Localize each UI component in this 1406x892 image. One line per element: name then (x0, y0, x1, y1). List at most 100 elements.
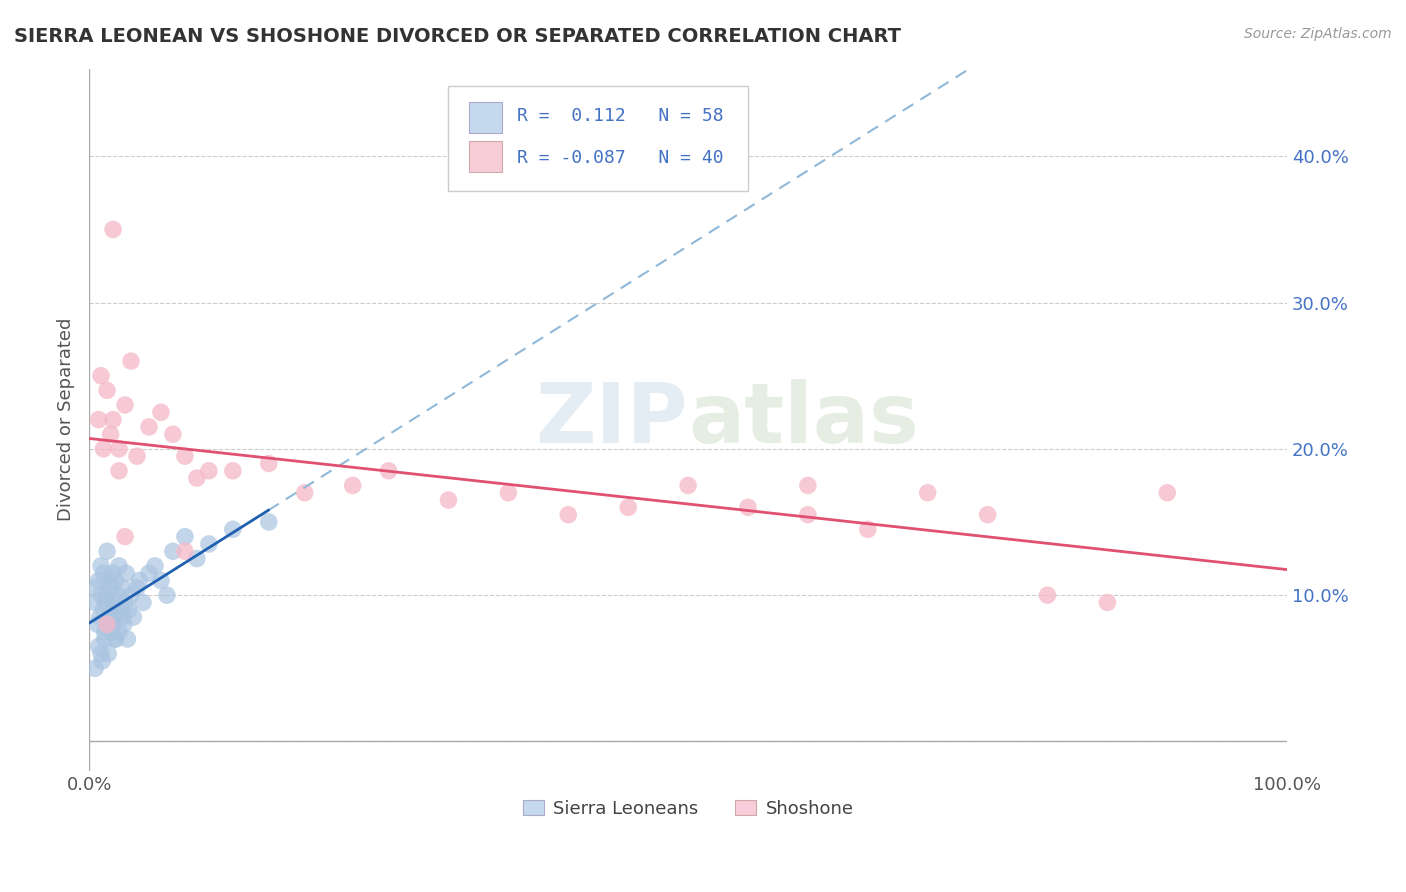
Point (737, 500, 759, 515)
Point (108, 464, 131, 478)
Point (198, 464, 221, 478)
Point (111, 610, 134, 624)
Point (90, 368, 112, 383)
Bar (468, 141, 502, 172)
Point (186, 551, 208, 566)
Point (125, 581, 148, 595)
Point (132, 595, 155, 609)
Point (97, 610, 120, 624)
Point (143, 558, 166, 573)
Point (105, 610, 128, 624)
Point (104, 574, 127, 588)
Point (101, 617, 124, 632)
Point (100, 427, 122, 442)
Point (100, 581, 122, 595)
Point (797, 478, 820, 492)
Point (96, 588, 118, 602)
Bar (468, 102, 502, 133)
Point (257, 457, 280, 471)
Point (93, 442, 115, 456)
Text: Source: ZipAtlas.com: Source: ZipAtlas.com (1244, 27, 1392, 41)
Point (149, 574, 172, 588)
Point (96, 617, 118, 632)
Point (1036, 588, 1059, 602)
Point (91, 654, 114, 668)
Point (93, 632, 115, 646)
Text: SIERRA LEONEAN VS SHOSHONE DIVORCED OR SEPARATED CORRELATION CHART: SIERRA LEONEAN VS SHOSHONE DIVORCED OR S… (14, 27, 901, 45)
Text: ZIP: ZIP (536, 379, 688, 460)
Point (101, 222, 124, 236)
Point (89, 610, 111, 624)
Point (377, 464, 399, 478)
Point (186, 471, 208, 485)
Point (90, 588, 112, 602)
Point (87, 640, 110, 654)
Point (86, 617, 108, 632)
FancyBboxPatch shape (449, 86, 748, 192)
Point (976, 508, 998, 522)
Point (94, 595, 117, 609)
Point (128, 574, 150, 588)
Point (101, 617, 124, 632)
Point (120, 588, 142, 602)
Point (93, 624, 115, 639)
Point (84, 581, 107, 595)
Point (108, 558, 131, 573)
Point (498, 485, 520, 500)
Point (222, 522, 245, 536)
Point (93, 566, 115, 581)
Point (110, 603, 132, 617)
Point (104, 632, 127, 646)
Point (101, 603, 124, 617)
Point (174, 449, 197, 463)
Point (125, 449, 148, 463)
Point (114, 530, 136, 544)
Point (342, 478, 364, 492)
Point (103, 595, 125, 609)
Point (294, 485, 316, 500)
Point (111, 581, 134, 595)
Point (676, 478, 699, 492)
Point (120, 354, 142, 368)
Point (222, 464, 245, 478)
Point (1156, 485, 1178, 500)
Point (100, 624, 122, 639)
Point (97, 647, 120, 661)
Point (557, 508, 579, 522)
Point (114, 398, 136, 412)
Point (138, 566, 160, 581)
Point (117, 632, 139, 646)
Point (138, 420, 160, 434)
Point (797, 508, 820, 522)
Point (90, 558, 112, 573)
Point (156, 588, 179, 602)
Point (117, 603, 139, 617)
Point (917, 485, 939, 500)
Y-axis label: Divorced or Separated: Divorced or Separated (58, 318, 75, 521)
Point (122, 610, 145, 624)
Point (90, 647, 112, 661)
Point (101, 412, 124, 426)
Point (96, 544, 118, 558)
Point (84, 595, 107, 609)
Point (104, 632, 127, 646)
Point (617, 500, 640, 515)
Point (1097, 595, 1119, 609)
Point (174, 544, 197, 558)
Point (87, 574, 110, 588)
Point (162, 427, 184, 442)
Point (98, 574, 121, 588)
Text: R = -0.087   N = 40: R = -0.087 N = 40 (517, 149, 723, 168)
Point (162, 544, 184, 558)
Point (437, 493, 460, 508)
Text: R =  0.112   N = 58: R = 0.112 N = 58 (517, 107, 723, 125)
Point (96, 384, 118, 398)
Point (84, 661, 107, 675)
Point (93, 603, 115, 617)
Legend: Sierra Leoneans, Shoshone: Sierra Leoneans, Shoshone (516, 792, 860, 825)
Point (107, 588, 129, 602)
Point (108, 624, 131, 639)
Point (198, 537, 221, 551)
Point (108, 442, 131, 456)
Point (257, 515, 280, 529)
